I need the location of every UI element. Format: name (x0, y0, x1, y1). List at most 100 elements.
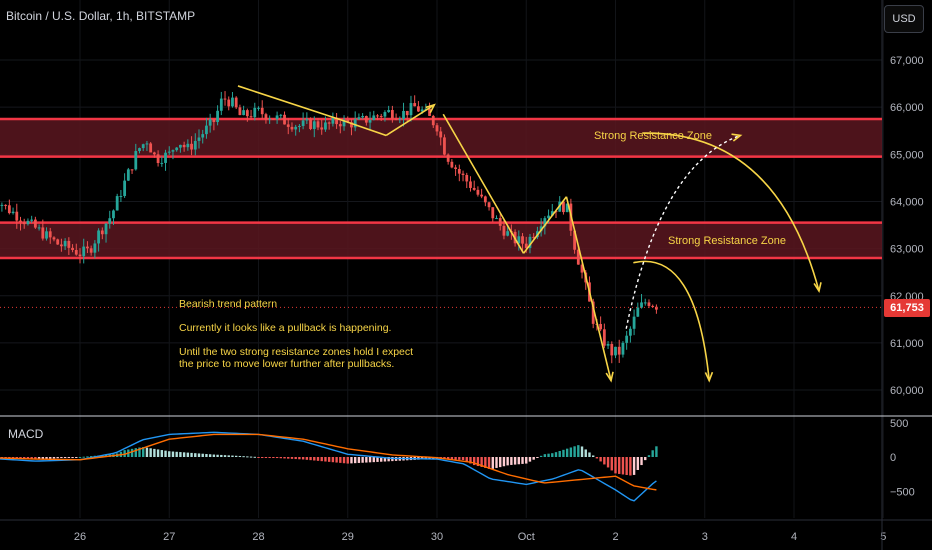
macd-histogram-bar (34, 457, 37, 460)
candle-body (439, 131, 443, 138)
candle-body (123, 180, 127, 196)
macd-histogram-bar (264, 457, 268, 458)
candle-body (357, 117, 361, 120)
candle-body (301, 120, 305, 126)
candle-body (361, 116, 365, 118)
candle-body (108, 218, 112, 224)
candle-body (387, 110, 391, 113)
macd-histogram-bar (160, 450, 164, 457)
candle-body (521, 236, 524, 244)
candle-body (335, 117, 338, 125)
candle-body (82, 246, 86, 257)
macd-histogram-bar (249, 456, 253, 458)
macd-histogram-bar (82, 456, 85, 458)
macd-histogram-bar (301, 457, 305, 460)
macd-histogram-bar (591, 455, 595, 457)
candle-body (271, 118, 275, 120)
trend-line-upper-right (385, 104, 435, 137)
candle-body (562, 201, 565, 213)
candle-body (145, 143, 149, 145)
last-price-tag: 61,753 (884, 299, 930, 317)
macd-histogram-bar (543, 454, 547, 457)
price-tick-label: 67,000 (890, 55, 924, 67)
macd-histogram-bar (625, 457, 628, 475)
candle-body (264, 114, 268, 120)
candle-body (48, 231, 52, 238)
candle-body (104, 223, 108, 235)
trend-line-upper-left (237, 85, 387, 137)
candle-body (205, 125, 208, 135)
candle-body (223, 98, 227, 100)
macd-histogram-bar (142, 447, 145, 457)
annotation-line2a: Until the two strong resistance zones ho… (179, 346, 414, 358)
macd-histogram-bar (629, 457, 632, 476)
macd-histogram-bar (357, 457, 361, 463)
candle-body (97, 230, 100, 244)
macd-histogram-bar (149, 448, 152, 457)
macd-histogram-bar (502, 457, 506, 467)
macd-histogram-bar (380, 457, 383, 462)
macd-histogram-bar (298, 457, 301, 460)
macd-histogram-bar (383, 457, 387, 462)
macd-histogram-bar (331, 457, 335, 463)
arrowhead (813, 282, 822, 294)
candle-body (372, 115, 376, 121)
macd-histogram-bar (26, 457, 30, 460)
candle-body (152, 152, 156, 155)
arrowhead (731, 133, 743, 142)
candle-body (156, 154, 160, 164)
candle-body (242, 110, 246, 116)
macd-histogram-bar (472, 457, 476, 466)
macd-histogram-bar (89, 456, 93, 458)
candle-body (115, 196, 119, 211)
macd-histogram-bar (316, 457, 320, 461)
candle-body (193, 140, 197, 150)
macd-histogram-bar (231, 455, 234, 457)
candle-body (480, 194, 484, 197)
macd-tick-label: −500 (890, 486, 915, 498)
macd-histogram-bar (454, 457, 457, 460)
macd-histogram-bar (424, 457, 428, 460)
candle-body (160, 162, 164, 164)
candle-body (450, 161, 454, 168)
trend-line-drop (565, 196, 612, 381)
candle-body (461, 173, 465, 175)
candle-body (67, 240, 71, 248)
candle-body (402, 110, 405, 120)
candle-body (130, 169, 134, 171)
candle-body (15, 211, 19, 221)
macd-histogram-bar (365, 457, 368, 463)
candle-body (543, 218, 547, 227)
candle-body (621, 342, 625, 355)
candle-body (379, 115, 383, 117)
candle-body (164, 152, 167, 163)
candle-body (182, 144, 186, 148)
macd-histogram-bar (632, 457, 636, 475)
candle-body (483, 196, 487, 203)
macd-histogram-bar (655, 446, 658, 457)
candle-body (179, 144, 182, 148)
macd-histogram-bar (275, 457, 279, 459)
candle-body (506, 231, 510, 236)
candle-body (632, 316, 636, 329)
candle-body (636, 307, 640, 317)
candle-body (212, 119, 216, 123)
candle-body (227, 99, 231, 107)
candle-body (532, 236, 536, 238)
macd-histogram-bar (450, 457, 454, 460)
macd-histogram-bar (212, 454, 216, 457)
macd-histogram-bar (242, 456, 245, 458)
candle-body (431, 115, 435, 126)
candle-body (417, 106, 420, 112)
arrowhead (704, 371, 714, 383)
resistance-zone (0, 222, 882, 259)
macd-histogram-bar (606, 457, 610, 468)
macd-histogram-bar (168, 451, 171, 457)
candle-body (305, 119, 309, 121)
currency-button[interactable]: USD (884, 5, 924, 33)
candle-body (197, 137, 201, 141)
candle-body (651, 305, 655, 307)
macd-histogram-bar (536, 457, 539, 458)
macd-histogram-bar (621, 457, 625, 475)
